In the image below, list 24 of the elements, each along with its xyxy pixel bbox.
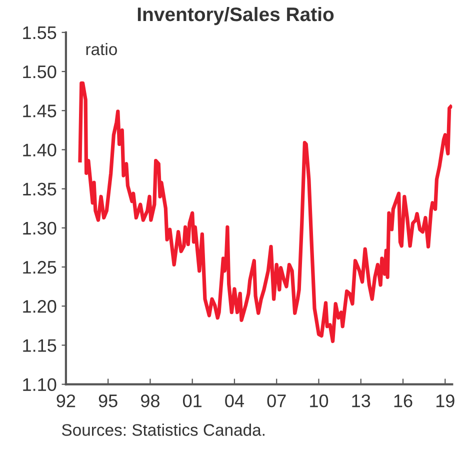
x-tick-label: 16 xyxy=(394,394,412,408)
x-tick-label: 19 xyxy=(436,394,454,408)
x-tick-label: 01 xyxy=(183,394,202,408)
y-tick-label: 1.10 xyxy=(23,378,56,392)
x-tick-label: 13 xyxy=(352,394,370,408)
x-tick-label: 95 xyxy=(98,394,118,408)
y-tick-label: 1.20 xyxy=(23,300,56,313)
y-tick-label: 1.15 xyxy=(23,339,56,352)
x-tick-label: 04 xyxy=(225,394,244,408)
x-tick-label: 98 xyxy=(141,394,160,408)
y-tick-label: 1.45 xyxy=(23,104,56,118)
x-tick-label: 92 xyxy=(56,394,76,408)
y-tick-label: 1.55 xyxy=(23,26,56,40)
y-tick-label: 1.40 xyxy=(23,144,56,156)
y-tick-label: 1.50 xyxy=(23,65,56,78)
chart-title: Inventory/Sales Ratio xyxy=(138,6,334,26)
y-tick-label: 1.30 xyxy=(23,222,56,235)
y-axis-title: ratio xyxy=(86,42,117,56)
x-tick-label: 07 xyxy=(267,394,286,408)
y-tick-label: 1.25 xyxy=(23,260,56,274)
line-series xyxy=(78,81,452,344)
x-tick-label: 10 xyxy=(310,394,328,408)
y-tick-label: 1.35 xyxy=(23,182,56,196)
source-note: Sources: Statistics Canada. xyxy=(62,424,264,436)
